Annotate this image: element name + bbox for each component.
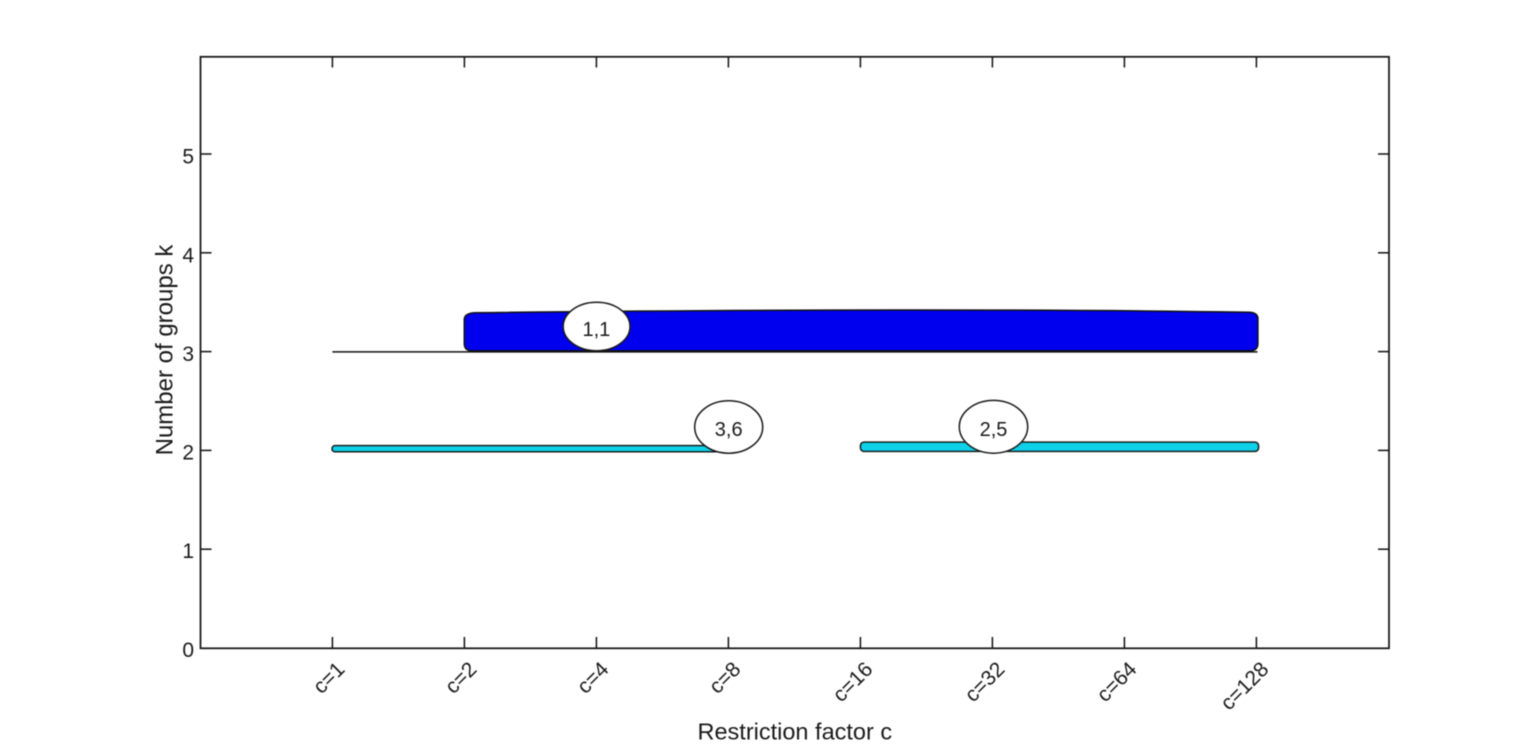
svg-text:4: 4 (182, 244, 194, 267)
svg-text:Number of groups k: Number of groups k (152, 244, 179, 456)
svg-text:Restriction factor c: Restriction factor c (698, 719, 893, 744)
svg-text:2,5: 2,5 (980, 419, 1008, 441)
svg-text:2: 2 (182, 442, 194, 465)
svg-text:0: 0 (182, 639, 194, 662)
svg-text:5: 5 (182, 146, 194, 169)
svg-text:3,6: 3,6 (715, 419, 743, 441)
svg-text:1: 1 (182, 540, 194, 563)
svg-text:1,1: 1,1 (582, 319, 610, 341)
svg-text:3: 3 (182, 343, 194, 366)
